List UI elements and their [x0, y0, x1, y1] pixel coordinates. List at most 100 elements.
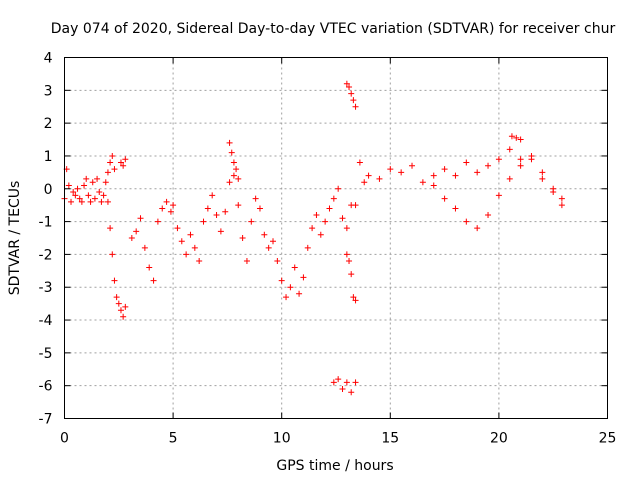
x-tick-label: 0: [60, 431, 69, 447]
data-point: [72, 192, 79, 199]
data-point: [398, 169, 405, 176]
y-tick-label: 2: [44, 116, 53, 132]
data-point: [226, 179, 233, 186]
data-point: [330, 379, 337, 386]
plot-frame: [64, 57, 608, 419]
data-point: [128, 235, 135, 241]
data-point: [111, 166, 118, 173]
x-tick-label: 10: [273, 431, 291, 447]
data-point: [213, 212, 220, 219]
data-point: [339, 215, 346, 222]
data-point: [270, 238, 277, 245]
data-point: [287, 284, 294, 291]
data-point: [352, 103, 359, 110]
series-arc-9: [343, 251, 359, 304]
data-point: [230, 159, 237, 166]
data-point: [115, 300, 122, 307]
data-point: [474, 169, 481, 176]
data-point: [209, 192, 216, 199]
data-point: [256, 205, 263, 212]
data-point: [343, 251, 350, 258]
y-tick-label: -5: [39, 346, 53, 362]
series-arc-3: [117, 156, 129, 169]
data-point: [174, 225, 181, 232]
data-point: [430, 182, 437, 189]
data-point: [235, 175, 242, 182]
y-tick-label: -3: [39, 280, 53, 296]
data-point: [154, 218, 161, 225]
data-point: [235, 202, 242, 209]
data-point: [300, 274, 307, 281]
data-point: [248, 218, 255, 225]
series-arc-12: [430, 152, 565, 232]
data-point: [170, 202, 177, 209]
data-point: [335, 376, 342, 383]
grid: [64, 57, 608, 419]
y-tick-label: 0: [44, 182, 53, 198]
data-point: [183, 251, 190, 258]
y-tick-label: 3: [44, 83, 53, 99]
data-point: [348, 389, 355, 396]
y-tick-label: -4: [39, 313, 53, 329]
data-point: [304, 244, 311, 251]
data-point: [222, 208, 229, 215]
data-point: [204, 205, 211, 212]
data-point: [376, 175, 383, 182]
data-point: [558, 195, 565, 202]
data-point: [141, 244, 148, 251]
data-point: [350, 294, 357, 301]
data-point: [365, 172, 372, 179]
data-point: [100, 192, 107, 199]
data-point: [452, 172, 459, 179]
data-point: [356, 159, 363, 166]
x-tick-label: 25: [599, 431, 617, 447]
data-point: [122, 156, 129, 163]
data-point: [163, 198, 170, 205]
data-point: [330, 195, 337, 202]
data-point: [485, 212, 492, 219]
data-point: [120, 162, 127, 169]
x-tick-label: 5: [169, 431, 178, 447]
series-arc-2: [104, 198, 129, 320]
series-arc-7: [270, 185, 355, 301]
data-point: [167, 208, 174, 215]
data-point: [326, 205, 333, 212]
data-point: [452, 205, 459, 212]
data-point: [102, 179, 109, 186]
data-point: [350, 97, 357, 104]
data-point: [85, 192, 92, 199]
y-tick-label: -2: [39, 247, 53, 263]
series-arc-11: [352, 146, 565, 209]
data-point: [150, 277, 157, 284]
data-point: [508, 133, 515, 140]
data-point: [96, 189, 103, 196]
data-point: [430, 172, 437, 179]
data-point: [104, 169, 111, 176]
data-point: [283, 294, 290, 301]
data-point: [230, 172, 237, 179]
data-point: [159, 205, 166, 212]
y-axis-title: SDTVAR / TECUs: [7, 181, 23, 296]
data-point: [463, 159, 470, 166]
data-point: [317, 231, 324, 238]
data-point: [243, 257, 250, 264]
data-point: [274, 257, 281, 264]
data-points: [61, 80, 565, 396]
data-point: [322, 218, 329, 225]
data-point: [94, 175, 101, 182]
x-axis-title: GPS time / hours: [276, 458, 393, 474]
data-point: [261, 231, 268, 238]
series-arc-10: [343, 80, 359, 110]
y-tick-label: -6: [39, 379, 53, 395]
data-point: [217, 228, 224, 235]
data-point: [539, 169, 546, 176]
data-point: [352, 379, 359, 386]
data-point: [70, 189, 77, 196]
data-point: [352, 202, 359, 209]
data-point: [550, 185, 557, 192]
data-point: [191, 244, 198, 251]
data-point: [107, 225, 114, 232]
data-point: [291, 264, 298, 271]
data-point: [107, 159, 114, 166]
data-point: [89, 179, 96, 186]
